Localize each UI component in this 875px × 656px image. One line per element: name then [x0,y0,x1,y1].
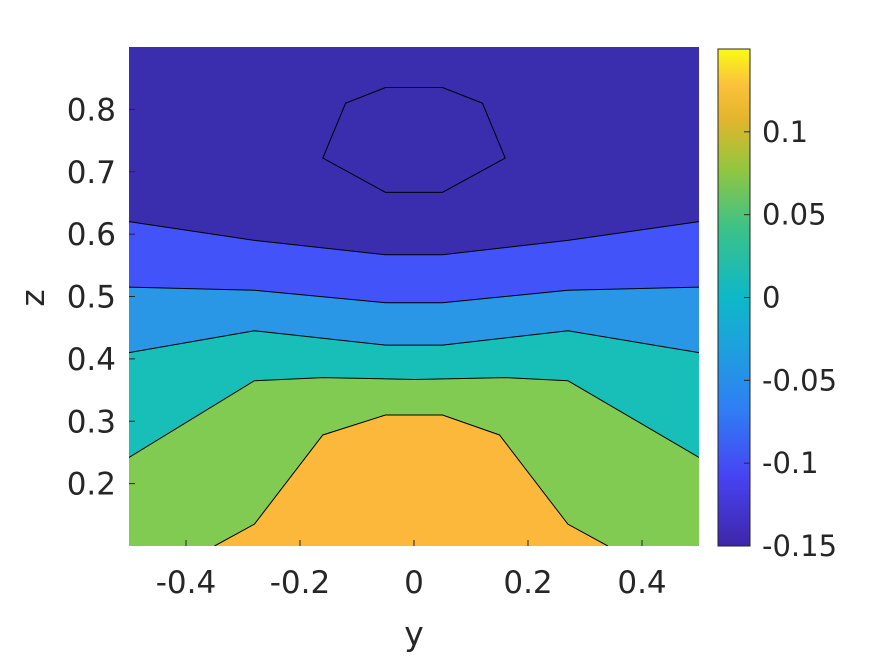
colorbar-tick-label: -0.1 [762,446,819,480]
colorbar-ticks: -0.15 -0.1 -0.05 0 0.05 0.1 [744,115,837,563]
colorbar-tick-label: 0.1 [762,115,808,149]
contour-line-0.05 [129,377,699,458]
closed-contour--0.15 [322,87,506,193]
x-tick-label: -0.4 [156,565,217,601]
colorbar-tick-label: 0.05 [762,198,827,232]
y-tick-label: 0.6 [67,217,116,253]
contour-line-0.1 [214,414,609,546]
y-tick-label: 0.2 [67,467,116,503]
x-tick-label: -0.2 [270,565,331,601]
x-axis-label: y [404,614,424,653]
x-tick-label: 0.4 [617,565,666,601]
x-axis: -0.4 -0.2 0 0.2 0.4 [156,540,667,601]
plot-area [129,47,699,546]
colorbar-tick-label: -0.05 [762,363,837,397]
y-tick-label: 0.3 [67,404,116,440]
y-tick-label: 0.4 [67,342,116,378]
y-tick-label: 0.7 [67,155,116,191]
x-tick-label: 0.2 [503,565,552,601]
contour-line--0.1 [129,221,699,256]
y-tick-label: 0.5 [67,280,116,316]
y-axis: 0.2 0.3 0.4 0.5 0.6 0.7 0.8 [67,92,135,503]
contour-line--0.05 [129,286,699,304]
contour-band-0.1 [214,415,608,546]
colorbar-tick-label: 0 [762,281,780,315]
contour-line-0 [129,330,699,354]
y-axis-label: z [13,289,52,306]
y-tick-label: 0.8 [67,92,116,128]
colorbar-tick-label: -0.15 [762,529,837,563]
x-tick-label: 0 [404,565,424,601]
